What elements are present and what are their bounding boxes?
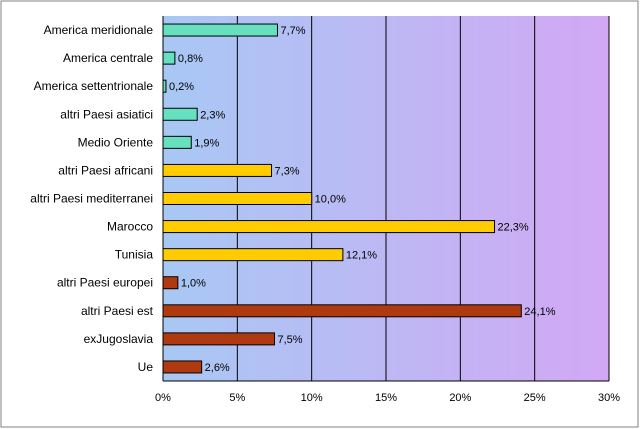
x-tick-label: 20% xyxy=(449,392,471,404)
data-label: 2,3% xyxy=(200,109,225,121)
data-label: 7,5% xyxy=(278,334,303,346)
category-label: America meridionale xyxy=(44,23,154,37)
bar xyxy=(162,135,192,149)
category-label: Tunisia xyxy=(115,248,154,262)
x-tick-label: 0% xyxy=(155,392,171,404)
category-label: altri Paesi europei xyxy=(57,276,153,290)
bar xyxy=(162,192,313,205)
bar xyxy=(162,163,273,177)
data-label: 7,7% xyxy=(280,25,305,37)
x-axis-tick-labels: 0% 5% 10% 15% 20% 25% 30% xyxy=(155,392,620,404)
category-label: exJugoslavia xyxy=(84,332,154,346)
data-label: 7,3% xyxy=(275,165,300,177)
data-label: 12,1% xyxy=(346,250,377,262)
category-label: altri Paesi mediterranei xyxy=(30,192,153,206)
category-label: Marocco xyxy=(107,220,153,234)
bar xyxy=(162,107,198,121)
bar xyxy=(162,51,176,65)
data-label: 10,0% xyxy=(315,194,346,206)
bars xyxy=(162,23,522,374)
bar xyxy=(162,276,179,290)
bar xyxy=(162,360,203,374)
data-label: 0,8% xyxy=(178,53,203,65)
x-tick-label: 15% xyxy=(375,392,397,404)
bar xyxy=(162,220,496,234)
x-tick-label: 25% xyxy=(524,392,546,404)
category-label: altri Paesi asiatici xyxy=(60,107,153,121)
value-labels: 7,7% 0,8% 0,2% 2,3% 1,9% 7,3% 10,0% 22,3% 12,1% 1… xyxy=(169,25,556,374)
x-tick-label: 5% xyxy=(229,392,245,404)
category-label: Medio Oriente xyxy=(78,135,154,149)
x-tick-label: 30% xyxy=(598,392,620,404)
bar xyxy=(162,23,278,37)
data-label: 24,1% xyxy=(524,306,555,318)
category-label: Ue xyxy=(138,360,154,374)
category-label: altri Paesi est xyxy=(81,304,154,318)
bar xyxy=(162,248,344,262)
data-label: 2,6% xyxy=(205,362,230,374)
category-label: America centrale xyxy=(63,51,153,65)
category-labels: America meridionale America centrale Ameri… xyxy=(30,23,153,374)
bar xyxy=(162,332,275,346)
data-label: 1,9% xyxy=(194,137,219,149)
category-label: America settentrionale xyxy=(34,79,154,93)
bar xyxy=(162,304,522,318)
data-label: 0,2% xyxy=(169,81,194,93)
data-label: 22,3% xyxy=(498,222,529,234)
category-label: altri Paesi africani xyxy=(58,163,153,177)
data-label: 1,0% xyxy=(181,278,206,290)
x-tick-label: 10% xyxy=(301,392,323,404)
